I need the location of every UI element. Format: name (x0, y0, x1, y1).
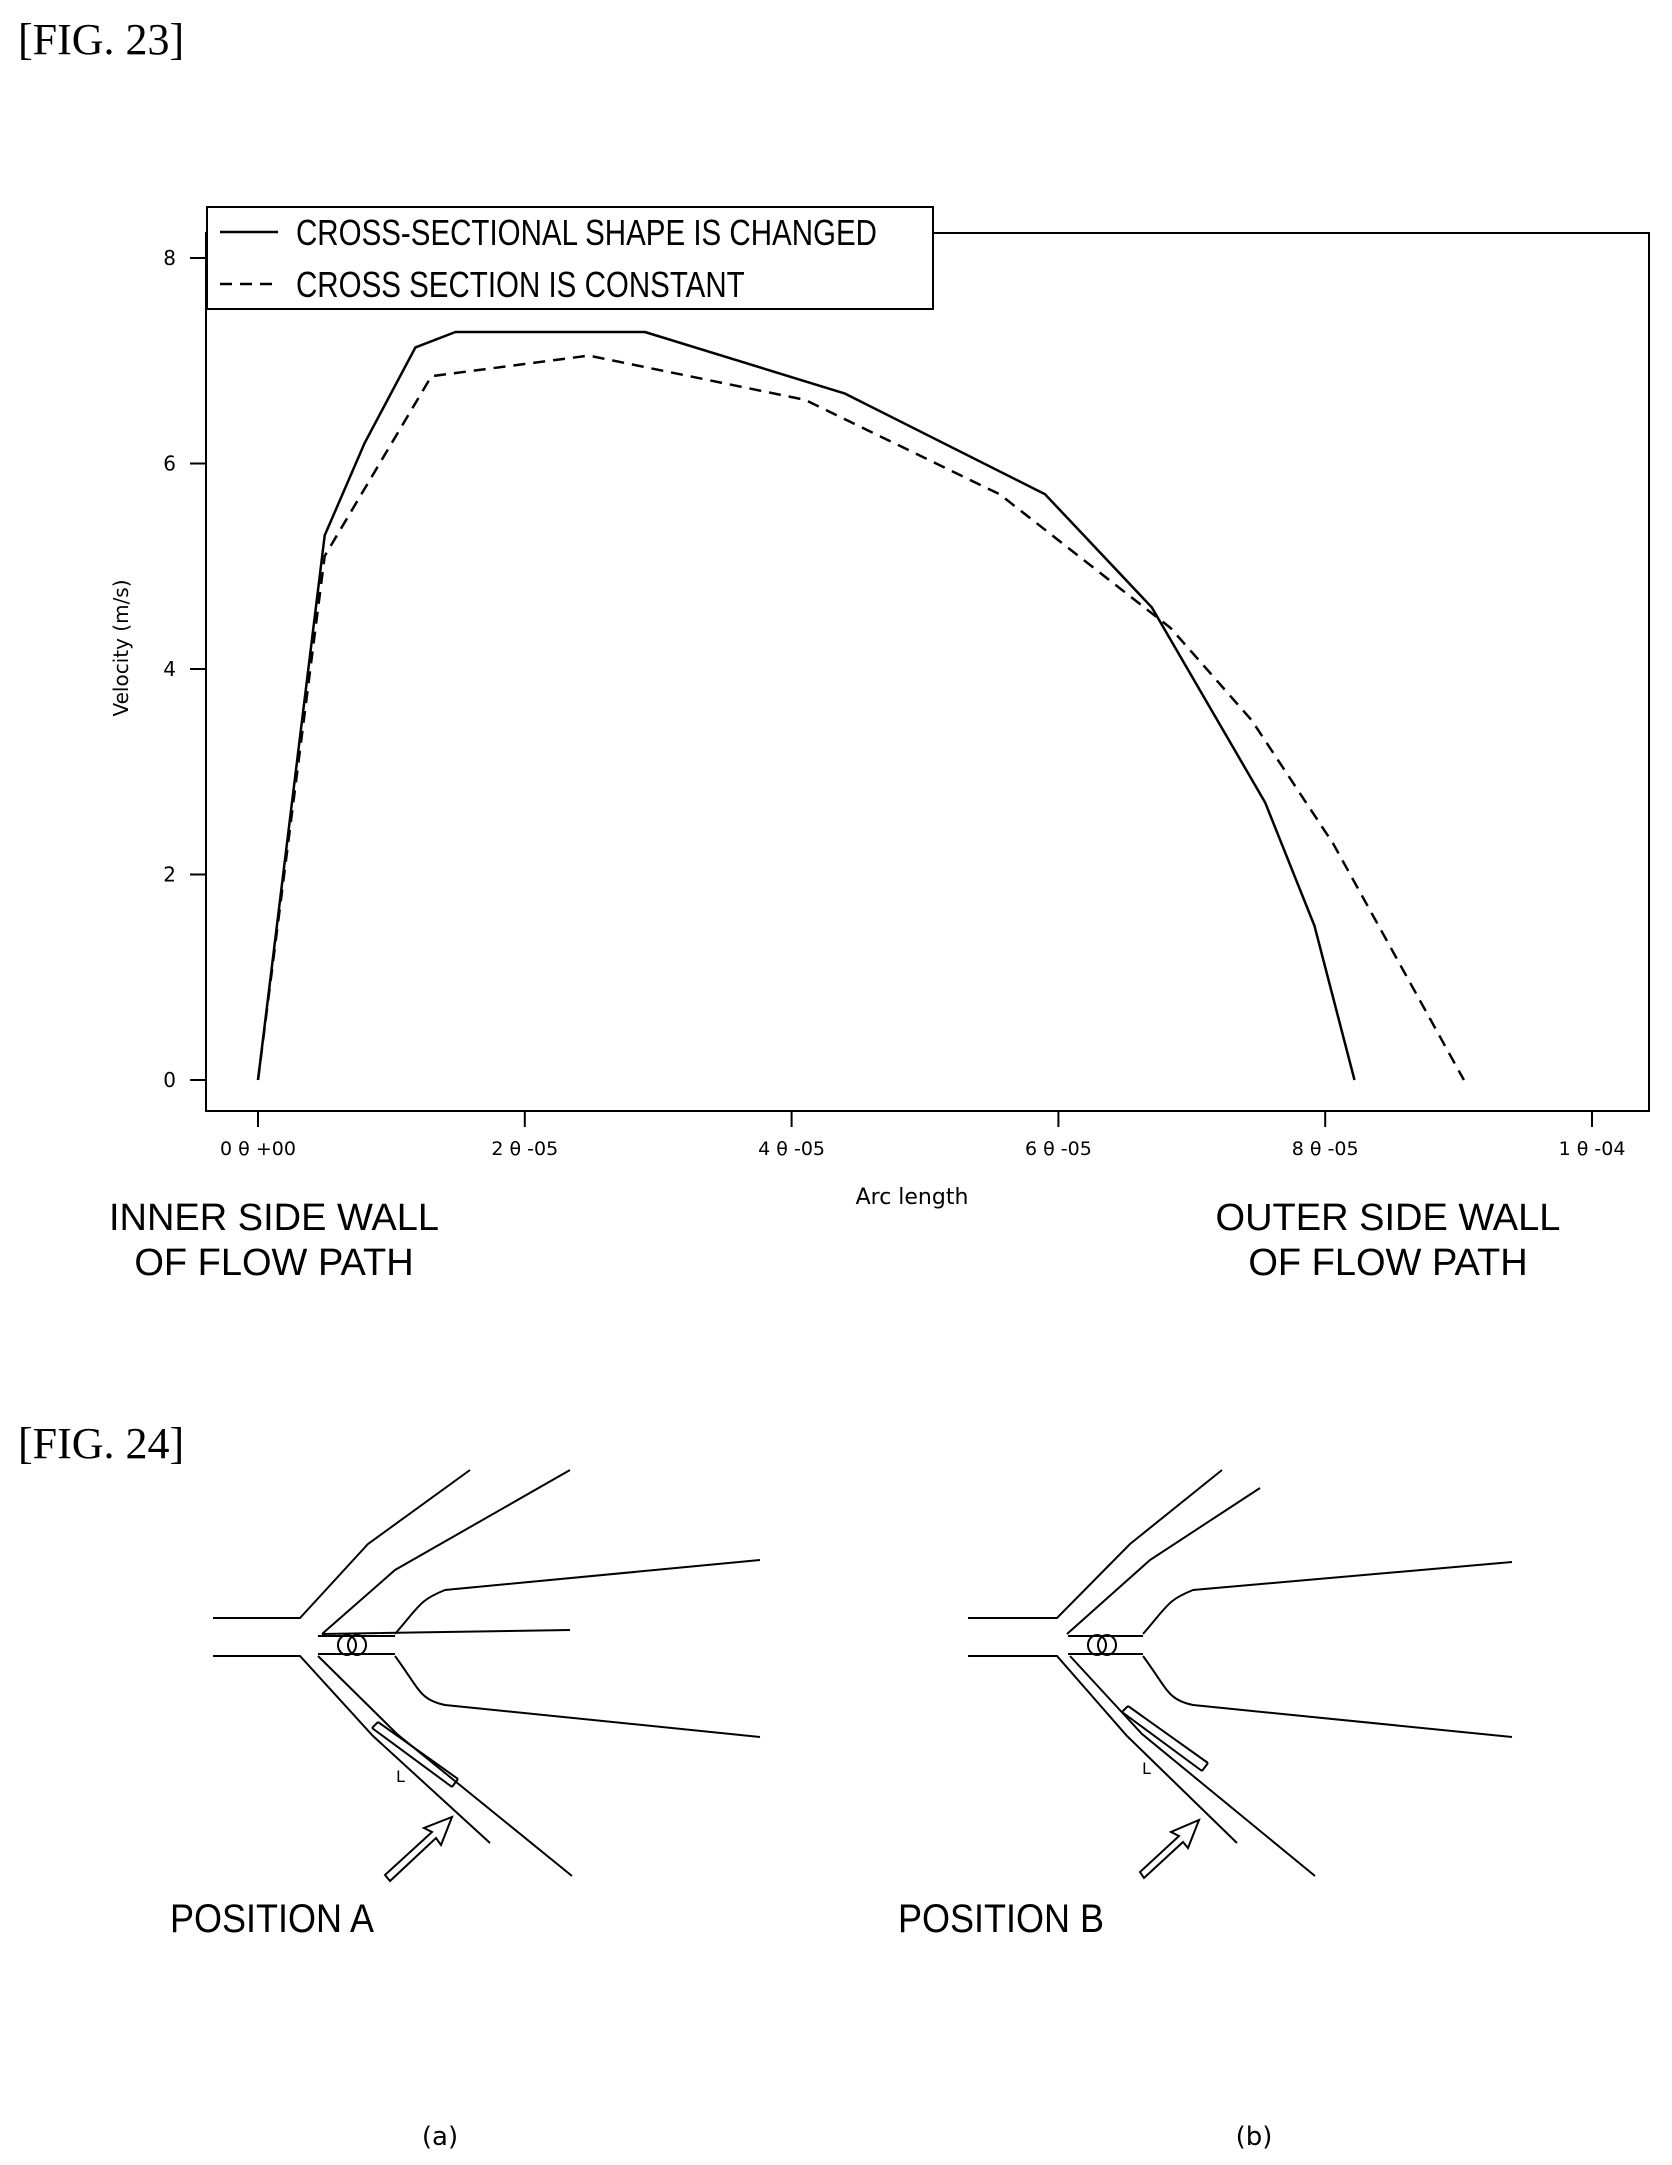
y-tick-label: 2 (163, 863, 176, 887)
panel-a-position-label: POSITION A (170, 1897, 375, 1941)
panel-a-upper-inlet (213, 1469, 471, 1619)
chart-legend: CROSS-SECTIONAL SHAPE IS CHANGED CROSS S… (206, 206, 934, 310)
plot-frame (205, 232, 1650, 1112)
panel-b-nozzle (1068, 1635, 1143, 1655)
y-axis-label: Velocity (m/s) (109, 579, 133, 716)
x-axis: 0 θ +00 2 θ -05 4 θ -05 6 θ -05 8 θ -05 1 θ -… (220, 1110, 1626, 1160)
legend-box (206, 206, 934, 310)
x-tick-label: 4 θ -05 (758, 1138, 825, 1160)
y-axis: 0 2 4 6 8 (163, 246, 207, 1092)
x-tick-label: 1 θ -04 (1559, 1138, 1626, 1160)
panel-b-upper-outlet-wall (1066, 1487, 1261, 1635)
x-tick-label: 8 θ -05 (1292, 1138, 1359, 1160)
y-tick-label: 0 (163, 1068, 176, 1092)
panel-b-particle (1087, 1634, 1107, 1656)
panel-b (968, 1469, 1513, 1880)
panel-a-arrow (383, 1815, 454, 1883)
x-tick-label: 6 θ -05 (1025, 1138, 1092, 1160)
panel-a-upper-outlet-wall (321, 1469, 571, 1635)
inner-wall-label-line2: OF FLOW PATH (134, 1242, 413, 1284)
panel-a-nozzle-upper (318, 1635, 395, 1655)
x-tick-label: 0 θ +00 (220, 1138, 296, 1160)
panel-a-caption: (a) (422, 2122, 458, 2152)
panel-b-arrow (1138, 1818, 1201, 1880)
velocity-chart: 0 2 4 6 8 0 θ +00 2 θ -05 4 θ -05 6 θ -05 8 θ -0… (109, 206, 1650, 1284)
panel-a-expansion (394, 1559, 761, 1738)
panel-b-expansion (1142, 1561, 1513, 1738)
legend-entry-changed: CROSS-SECTIONAL SHAPE IS CHANGED (296, 212, 877, 252)
panel-b-marker: L (1142, 1759, 1151, 1778)
outer-wall-label-line2: OF FLOW PATH (1248, 1242, 1527, 1284)
x-axis-label: Arc length (856, 1185, 969, 1210)
panel-b-caption: (b) (1236, 2122, 1273, 2152)
panel-a (213, 1469, 761, 1883)
figure-23-label: [FIG. 23] (18, 15, 185, 64)
panel-b-position-label: POSITION B (898, 1897, 1104, 1941)
panel-a-lower-branch (317, 1655, 573, 1877)
outer-wall-label-line1: OUTER SIDE WALL (1216, 1197, 1561, 1239)
panel-a-marker: L (396, 1767, 405, 1786)
panel-b-measure-bar (1121, 1705, 1209, 1772)
x-tick-label: 2 θ -05 (491, 1138, 558, 1160)
panel-a-particle (337, 1634, 357, 1656)
panel-a-particle-2 (347, 1634, 367, 1656)
y-tick-label: 4 (163, 657, 176, 681)
panel-b-lower-inlet (968, 1655, 1238, 1844)
side-wall-labels: INNER SIDE WALL OF FLOW PATH OUTER SIDE … (109, 1197, 1561, 1284)
series-layer (256, 330, 1465, 1081)
panel-b-upper-inlet (968, 1469, 1223, 1619)
panel-b-lower-branch (1069, 1655, 1316, 1877)
y-tick-label: 6 (163, 452, 176, 476)
series-line-changed (256, 330, 1356, 1081)
legend-entry-constant: CROSS SECTION IS CONSTANT (296, 264, 745, 304)
series-line-constant (256, 354, 1465, 1081)
panel-a-measure-bar (371, 1721, 459, 1788)
y-tick-label: 8 (163, 246, 176, 270)
figure-24-label: [FIG. 24] (18, 1419, 185, 1468)
panel-b-particle-2 (1097, 1634, 1117, 1656)
inner-wall-label-line1: INNER SIDE WALL (109, 1197, 439, 1239)
panel-a-lower-inlet (213, 1655, 491, 1844)
